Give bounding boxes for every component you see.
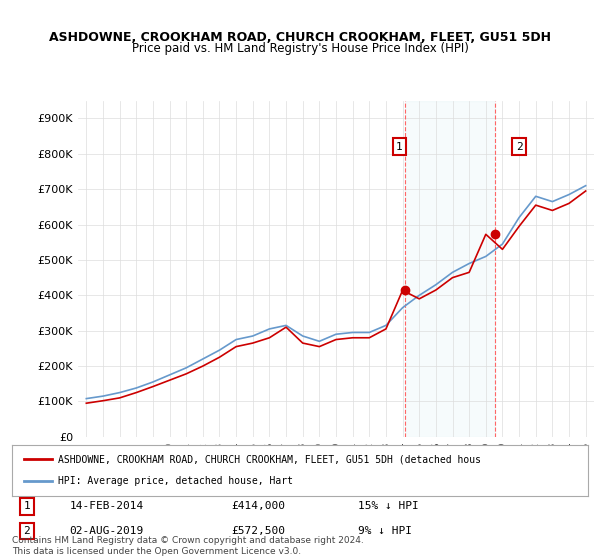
- Text: HPI: Average price, detached house, Hart: HPI: Average price, detached house, Hart: [58, 477, 293, 487]
- Text: 2: 2: [23, 526, 30, 536]
- Text: ASHDOWNE, CROOKHAM ROAD, CHURCH CROOKHAM, FLEET, GU51 5DH: ASHDOWNE, CROOKHAM ROAD, CHURCH CROOKHAM…: [49, 31, 551, 44]
- Text: Price paid vs. HM Land Registry's House Price Index (HPI): Price paid vs. HM Land Registry's House …: [131, 42, 469, 55]
- Text: 2: 2: [516, 142, 523, 152]
- Bar: [404, 101, 496, 437]
- Text: £414,000: £414,000: [231, 501, 285, 511]
- Text: 14-FEB-2014: 14-FEB-2014: [70, 501, 144, 511]
- Text: 02-AUG-2019: 02-AUG-2019: [70, 526, 144, 536]
- Text: £572,500: £572,500: [231, 526, 285, 536]
- Text: 1: 1: [396, 142, 403, 152]
- Text: 9% ↓ HPI: 9% ↓ HPI: [358, 526, 412, 536]
- Text: ASHDOWNE, CROOKHAM ROAD, CHURCH CROOKHAM, FLEET, GU51 5DH (detached hous: ASHDOWNE, CROOKHAM ROAD, CHURCH CROOKHAM…: [58, 454, 481, 464]
- Text: 1: 1: [23, 501, 30, 511]
- Text: Contains HM Land Registry data © Crown copyright and database right 2024.
This d: Contains HM Land Registry data © Crown c…: [12, 536, 364, 556]
- Text: 15% ↓ HPI: 15% ↓ HPI: [358, 501, 418, 511]
